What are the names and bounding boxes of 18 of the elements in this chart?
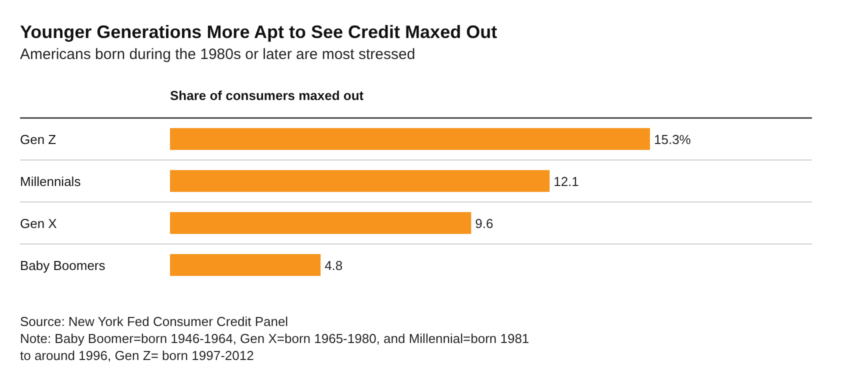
source-note: Source: New York Fed Consumer Credit Panel [20,314,288,329]
y-tick-label: Gen X [20,216,58,231]
y-tick-label: Baby Boomers [20,258,106,273]
data-label: 9.6 [475,216,494,231]
chart-title: Younger Generations More Apt to See Credit Maxed Out [20,22,498,42]
bar [170,170,550,192]
text: Note: Baby Boomer=born 1946-1964, Gen X=born 1965-1980, and Millennial=born 1981 [20,331,530,346]
y-tick-label: Millennials [20,174,82,189]
chart-subtitle: Americans born during the 1980s or later are most stressed [20,46,416,63]
data-label: 15.3% [654,132,692,147]
data-label: 12.1 [554,174,579,189]
x-axis-title: Share of consumers maxed out [170,88,364,103]
bar [170,254,321,276]
bar [170,212,472,234]
data-label: 4.8 [324,258,343,273]
y-tick-label: Gen Z [20,132,56,147]
text: to around 1996, Gen Z= born 1997-2012 [20,348,254,363]
bar [170,128,650,150]
